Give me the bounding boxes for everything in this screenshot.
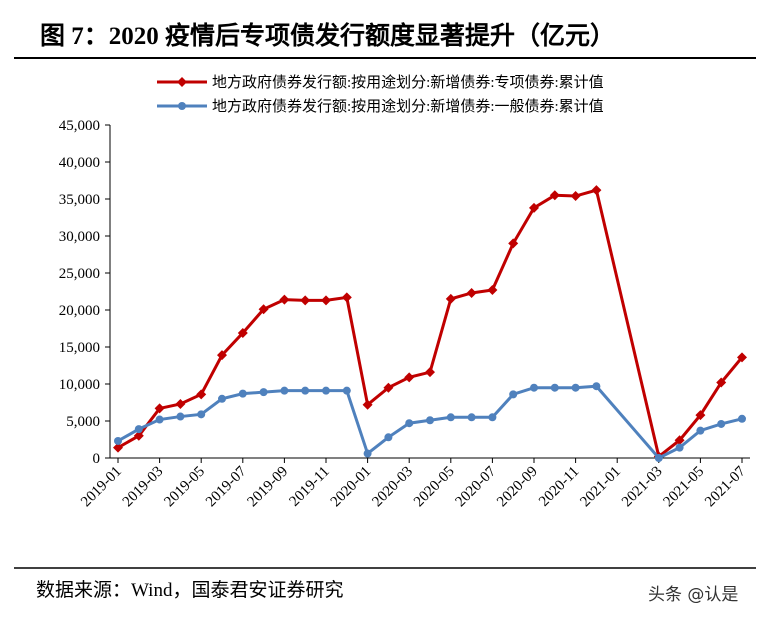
x-tick-label: 2019-09 [245,464,292,511]
point [487,285,498,296]
point [342,386,351,395]
x-tick-label: 2019-11 [287,464,333,510]
point [175,398,186,409]
x-tick-label: 2021-05 [661,464,708,511]
point [384,433,393,442]
point [341,292,352,303]
y-tick-label: 35,000 [59,192,100,208]
point [154,403,165,414]
y-tick-label: 20,000 [59,303,100,319]
point [197,410,206,419]
point [113,442,123,453]
y-tick-label: 0 [93,451,101,467]
point [717,419,726,428]
point [280,386,289,395]
point [654,454,663,462]
point [446,413,455,422]
point [508,238,519,249]
point [529,202,539,213]
point [466,287,477,298]
point [591,185,602,196]
point [196,389,207,400]
x-tick-label: 2020-07 [453,463,500,510]
watermark: 头条 @认是 [648,585,738,605]
point [488,413,497,422]
point [155,415,164,424]
x-tick-label: 2019-07 [203,463,250,510]
point [133,430,144,441]
point [321,295,331,306]
point [675,443,684,452]
point [114,436,122,445]
point [405,419,414,428]
legend-label: 地方政府债券发行额:按用途划分:新增债券:专项债券:累计值 [212,74,604,91]
x-tick-label: 2020-01 [328,464,375,511]
x-tick-label: 2020-03 [369,464,416,511]
x-tick-label: 2021-07 [702,463,749,510]
y-tick-label: 10,000 [59,377,100,393]
point [509,390,518,399]
y-tick-label: 45,000 [59,118,100,134]
x-tick-label: 2021-03 [619,464,666,511]
y-tick-label: 30,000 [59,229,100,245]
point [530,383,538,392]
point [716,377,727,388]
point [362,399,373,410]
x-tick-label: 2019-03 [120,464,167,511]
point [258,304,269,315]
y-tick-label: 15,000 [59,340,100,356]
point [738,414,746,423]
point [426,416,434,425]
point [176,412,185,421]
point [674,435,685,446]
point [279,294,290,305]
point [445,293,456,304]
x-tick-label: 2019-05 [161,464,208,511]
x-tick-label: 2019-01 [78,464,125,511]
point [467,413,476,422]
point [301,386,310,395]
point [696,426,705,435]
point [425,367,435,378]
point [695,410,706,421]
y-tick-label: 40,000 [59,155,100,171]
point [238,389,247,398]
source: 数据来源：Wind，国泰君安证券研究 [36,579,343,601]
point [300,295,311,306]
legend-marker [177,77,187,87]
point [549,190,560,201]
legend-marker [178,102,186,110]
x-tick-label: 2021-01 [577,464,624,511]
legend-label: 地方政府债券发行额:按用途划分:新增债券:一般债券:累计值 [212,98,604,115]
point [550,383,559,392]
point [737,352,747,363]
y-tick-label: 25,000 [59,266,100,282]
x-tick-label: 2020-05 [411,464,458,511]
x-tick-label: 2020-11 [536,464,582,510]
point [259,388,268,397]
chart-title: 图 7：2020 疫情后专项债发行额度显著提升（亿元） [40,21,615,50]
point [218,394,226,403]
x-tick-label: 2020-09 [494,464,541,511]
point [570,191,581,202]
point [322,386,330,395]
point [592,382,601,391]
point [134,425,143,434]
point [404,372,415,383]
point [217,350,227,361]
point [237,327,248,338]
point [363,449,372,458]
point [383,382,394,393]
point [571,383,580,392]
y-tick-label: 5,000 [66,414,100,430]
